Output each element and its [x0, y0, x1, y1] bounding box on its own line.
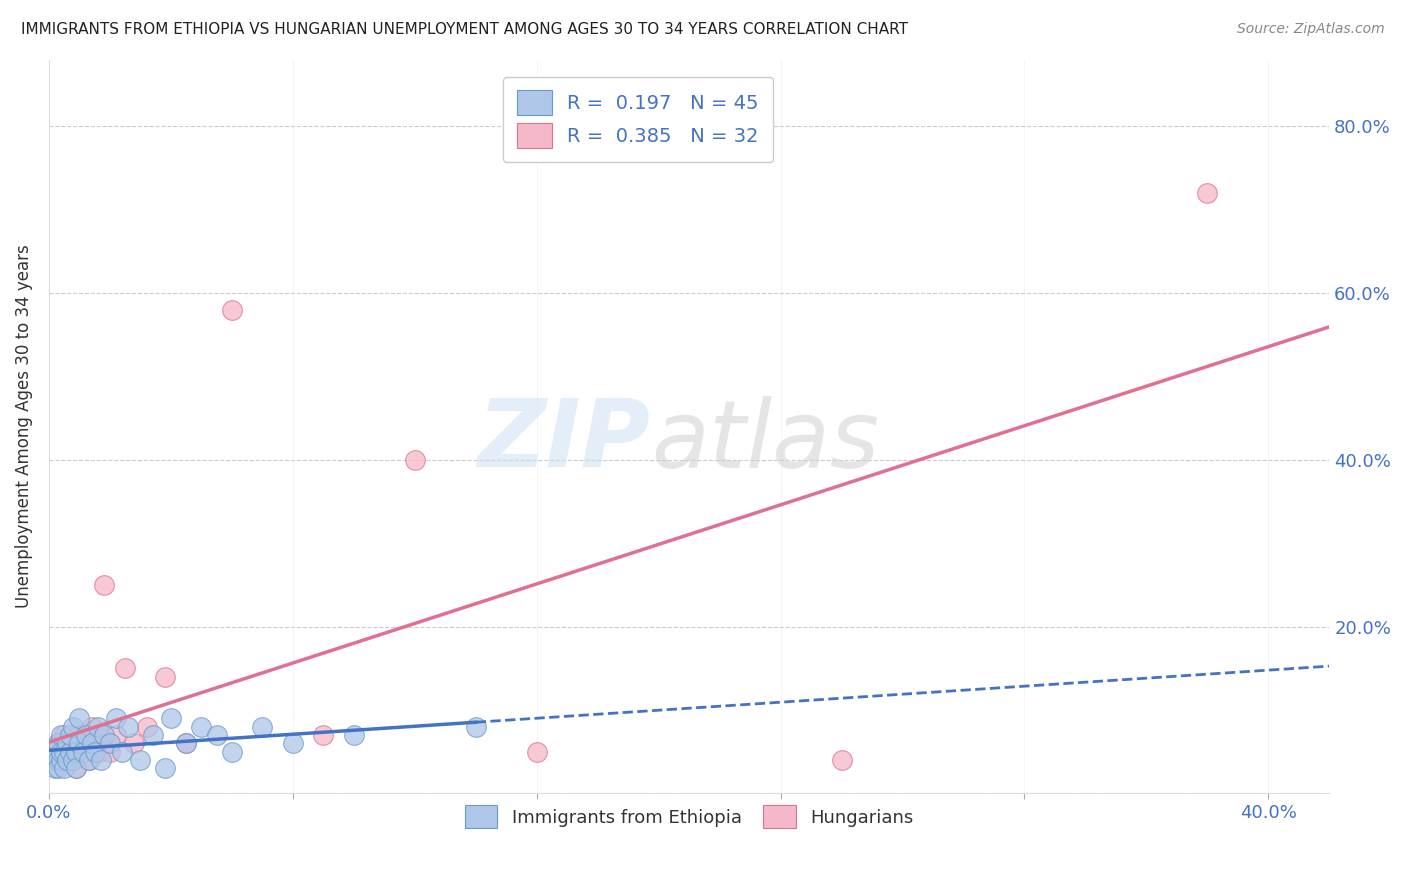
Point — [75, 736, 97, 750]
Point — [117, 720, 139, 734]
Point — [51, 745, 73, 759]
Point — [343, 728, 366, 742]
Point — [75, 728, 97, 742]
Point — [80, 720, 103, 734]
Point — [77, 753, 100, 767]
Point — [312, 728, 335, 742]
Point — [44, 745, 66, 759]
Point — [404, 453, 426, 467]
Point — [65, 745, 87, 759]
Point — [135, 720, 157, 734]
Point — [93, 578, 115, 592]
Point — [69, 711, 91, 725]
Point — [90, 753, 112, 767]
Point — [53, 745, 76, 759]
Point — [83, 745, 105, 759]
Point — [46, 736, 69, 750]
Point — [69, 728, 91, 742]
Point — [51, 728, 73, 742]
Y-axis label: Unemployment Among Ages 30 to 34 years: Unemployment Among Ages 30 to 34 years — [15, 244, 32, 608]
Point — [62, 720, 84, 734]
Point — [221, 302, 243, 317]
Point — [174, 736, 197, 750]
Point — [142, 728, 165, 742]
Point — [59, 745, 82, 759]
Point — [56, 736, 79, 750]
Point — [831, 753, 853, 767]
Point — [526, 745, 548, 759]
Point — [1197, 186, 1219, 200]
Point — [281, 736, 304, 750]
Point — [129, 753, 152, 767]
Point — [62, 753, 84, 767]
Point — [69, 736, 91, 750]
Point — [59, 736, 82, 750]
Legend: Immigrants from Ethiopia, Hungarians: Immigrants from Ethiopia, Hungarians — [457, 798, 921, 836]
Point — [65, 761, 87, 775]
Point — [59, 728, 82, 742]
Point — [53, 728, 76, 742]
Point — [46, 761, 69, 775]
Text: atlas: atlas — [651, 396, 879, 487]
Point — [153, 761, 176, 775]
Point — [105, 711, 128, 725]
Point — [221, 745, 243, 759]
Text: ZIP: ZIP — [478, 395, 651, 487]
Point — [65, 761, 87, 775]
Point — [77, 753, 100, 767]
Point — [62, 745, 84, 759]
Point — [111, 745, 134, 759]
Point — [56, 753, 79, 767]
Point — [190, 720, 212, 734]
Point — [174, 736, 197, 750]
Point — [98, 736, 121, 750]
Point — [160, 711, 183, 725]
Point — [105, 728, 128, 742]
Point — [124, 736, 146, 750]
Point — [83, 736, 105, 750]
Point — [72, 745, 94, 759]
Text: Source: ZipAtlas.com: Source: ZipAtlas.com — [1237, 22, 1385, 37]
Point — [53, 761, 76, 775]
Point — [51, 753, 73, 767]
Point — [90, 728, 112, 742]
Point — [93, 728, 115, 742]
Point — [41, 753, 63, 767]
Point — [56, 753, 79, 767]
Point — [87, 720, 110, 734]
Point — [41, 745, 63, 759]
Text: IMMIGRANTS FROM ETHIOPIA VS HUNGARIAN UNEMPLOYMENT AMONG AGES 30 TO 34 YEARS COR: IMMIGRANTS FROM ETHIOPIA VS HUNGARIAN UN… — [21, 22, 908, 37]
Point — [205, 728, 228, 742]
Point — [80, 736, 103, 750]
Point — [44, 753, 66, 767]
Point — [464, 720, 486, 734]
Point — [87, 745, 110, 759]
Point — [46, 753, 69, 767]
Point — [252, 720, 274, 734]
Point — [98, 745, 121, 759]
Point — [72, 745, 94, 759]
Point — [44, 761, 66, 775]
Point — [153, 670, 176, 684]
Point — [51, 745, 73, 759]
Point — [46, 736, 69, 750]
Point — [96, 736, 118, 750]
Point — [114, 661, 136, 675]
